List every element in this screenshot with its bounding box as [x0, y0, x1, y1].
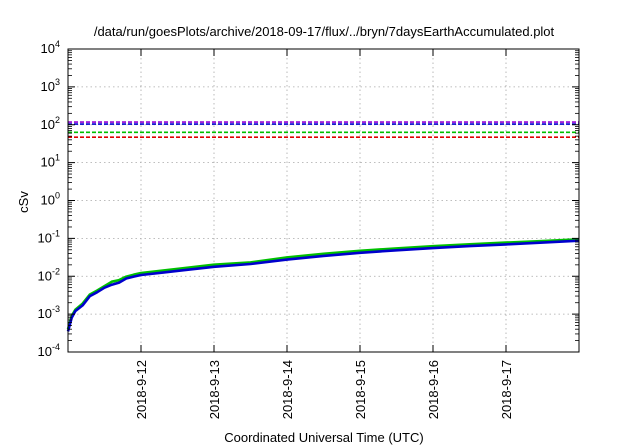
y-axis-label: cSv — [16, 191, 31, 213]
y-tick-label: 103 — [41, 77, 60, 94]
y-tick-label: 104 — [41, 39, 60, 56]
y-tick-label: 10-2 — [38, 266, 60, 283]
series-lines — [66, 238, 580, 332]
y-tick-label: 100 — [41, 191, 60, 208]
y-tick-label: 10-4 — [38, 342, 60, 359]
x-tick-labels: 2018-9-12 2018-9-13 2018-9-14 2018-9-15 2018… — [134, 360, 514, 419]
x-tick-label: 2018-9-16 — [426, 360, 441, 419]
x-tick-label: 2018-9-12 — [134, 360, 149, 419]
x-tick-label: 2018-9-14 — [280, 360, 295, 419]
grid — [68, 49, 579, 352]
y-tick-label: 10-1 — [38, 228, 60, 245]
x-tick-label: 2018-9-15 — [353, 360, 368, 419]
y-tick-label: 102 — [41, 115, 60, 132]
reference-lines — [68, 121, 579, 138]
y-tick-label: 10-3 — [38, 304, 60, 321]
x-axis-label: Coordinated Universal Time (UTC) — [224, 430, 423, 445]
axis-ticks — [68, 48, 579, 353]
chart-title: /data/run/goesPlots/archive/2018-09-17/f… — [94, 24, 555, 39]
x-tick-label: 2018-9-13 — [207, 360, 222, 419]
y-tick-labels: 10-4 10-3 10-2 10-1 100 101 102 103 104 — [38, 39, 60, 359]
series-line — [66, 239, 580, 332]
y-tick-label: 101 — [41, 153, 60, 170]
x-tick-label: 2018-9-17 — [499, 360, 514, 419]
series-line — [66, 238, 580, 330]
